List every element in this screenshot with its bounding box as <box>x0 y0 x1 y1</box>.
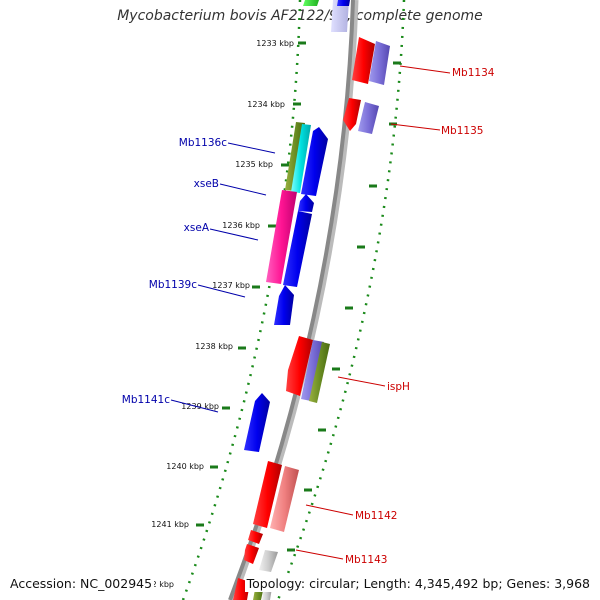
gene-label-xsea: xseA <box>184 222 210 234</box>
accession-text: Accession: NC_002945 <box>8 575 155 592</box>
gene-mb1136c-blue <box>301 127 328 196</box>
leader-line <box>170 399 219 413</box>
leader-line <box>209 228 259 241</box>
kbp-labels: 1233 kbp 1234 kbp 1235 kbp 1236 kbp 1237… <box>136 39 294 589</box>
gene-mb1134-red <box>352 37 375 84</box>
gene-features <box>233 0 390 600</box>
gene-mb1143-gray <box>259 550 278 572</box>
gene-label-mb1139c: Mb1139c <box>149 279 197 291</box>
backbone-shadow <box>228 0 359 600</box>
leader-line <box>337 376 386 387</box>
gene-mb1143-red <box>248 530 263 544</box>
map-title: Mycobacterium bovis AF2122/97, complete … <box>117 8 483 24</box>
kbp-label: 1236 kbp <box>222 221 260 230</box>
leader-line <box>399 65 451 74</box>
gene-mb1136c-cyan <box>291 124 311 193</box>
gene-isph-purple <box>301 340 324 401</box>
kbp-label: 1233 kbp <box>256 39 294 48</box>
leader-line <box>227 142 276 154</box>
kbp-label: 1237 kbp <box>212 281 250 290</box>
gene-mb1139c-blue <box>274 285 294 325</box>
gene-label-mb1141c: Mb1141c <box>122 394 170 406</box>
leader-line <box>219 183 267 196</box>
genome-stats-text: Topology: circular; Length: 4,345,492 bp… <box>244 575 592 592</box>
gene-xsea-pink <box>266 190 297 284</box>
gene-mb1134-purple <box>369 41 390 85</box>
kbp-label: 1235 kbp <box>235 160 273 169</box>
leader-line <box>390 123 441 131</box>
gene-label-xseb: xseB <box>194 178 219 190</box>
leader-line <box>305 504 354 516</box>
gene-mb1135-purple <box>358 102 379 134</box>
kbp-label: 1239 kbp <box>181 402 219 411</box>
gene-label-mb1143: Mb1143 <box>345 554 387 566</box>
kbp-label: 1240 kbp <box>166 462 204 471</box>
gene-mb1142-salmon <box>270 466 299 532</box>
gene-mb1142-red <box>253 461 282 528</box>
gene-mb1135-red <box>343 98 361 131</box>
kbp-label: 1238 kbp <box>195 342 233 351</box>
kbp-label: 1242 kbp <box>136 580 174 589</box>
tick-marks <box>196 41 401 552</box>
reverse-gene-labels: Mb1136c xseB xseA Mb1139c Mb1141c <box>122 137 276 413</box>
gene-top-lavender <box>331 0 349 32</box>
gene-label-mb1136c: Mb1136c <box>179 137 227 149</box>
kbp-label: 1241 kbp <box>151 520 189 529</box>
gene-isph-red <box>286 336 313 396</box>
gene-xsea-blue <box>283 211 312 287</box>
gene-label-mb1142: Mb1142 <box>355 510 397 522</box>
gene-mb1143-red-2 <box>244 544 259 564</box>
forward-gene-labels: Mb1134 Mb1135 ispH Mb1142 Mb1143 <box>295 65 495 566</box>
leader-line <box>295 549 344 560</box>
gene-top-green <box>303 0 319 6</box>
gene-label-mb1135: Mb1135 <box>441 125 483 137</box>
gene-mb1141c-blue <box>244 393 270 452</box>
leader-line <box>197 284 246 298</box>
gene-isph-olive <box>309 342 330 403</box>
gene-top-blue <box>337 0 350 6</box>
gene-label-mb1134: Mb1134 <box>452 67 495 79</box>
kbp-label: 1234 kbp <box>247 100 285 109</box>
gene-xseb-blue <box>298 194 314 212</box>
gene-label-isph: ispH <box>387 381 410 393</box>
